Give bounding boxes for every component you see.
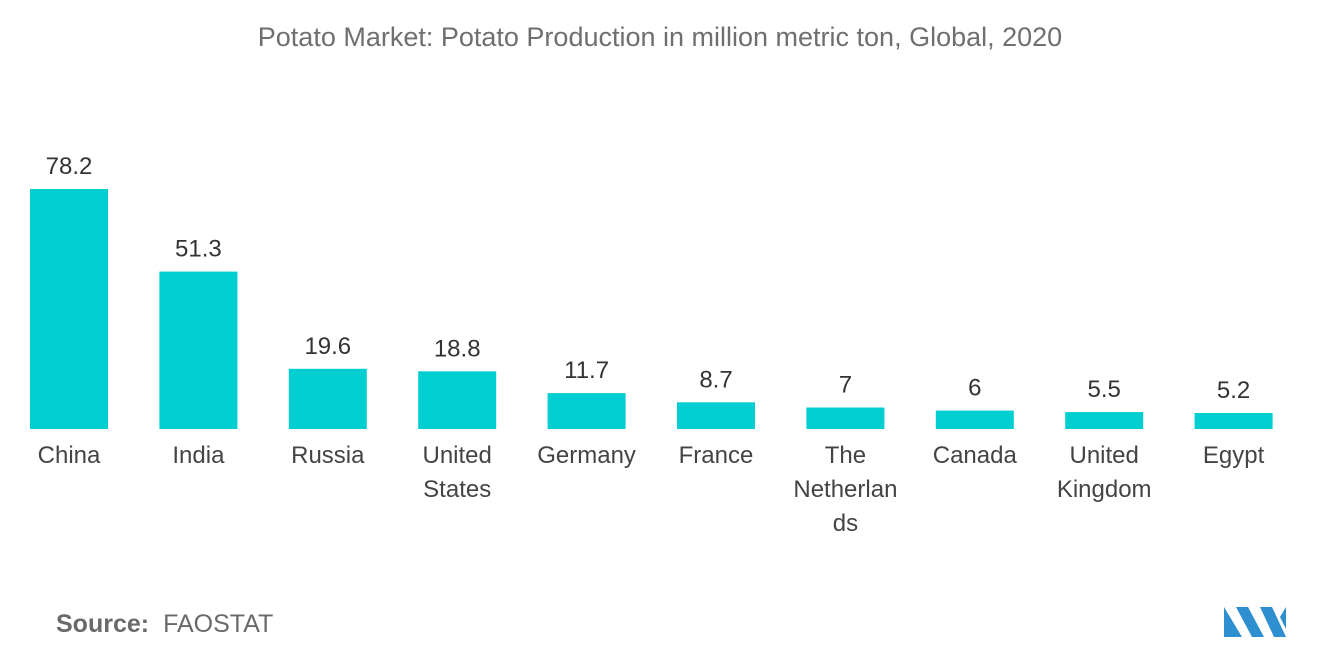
data-label: 19.6 xyxy=(304,333,351,360)
data-label: 5.2 xyxy=(1217,377,1250,404)
category-label: Canada xyxy=(933,442,1018,469)
category-label-line: United xyxy=(423,442,492,469)
category-label-line: The xyxy=(825,442,866,469)
category-label-line: France xyxy=(679,442,754,469)
data-label: 18.8 xyxy=(434,335,481,362)
category-label-line: Netherlan xyxy=(793,476,897,503)
bar-chart: 78.2 China 51.3 India 19.6 Russia 18.8 United St… xyxy=(30,153,1273,537)
category-label-line: Canada xyxy=(933,442,1018,469)
category-label: United States xyxy=(423,442,492,503)
category-label-line: Kingdom xyxy=(1057,476,1152,503)
source-note: Source: FAOSTAT xyxy=(56,610,273,639)
bar xyxy=(677,402,755,429)
bar xyxy=(806,407,885,429)
category-label-line: India xyxy=(172,442,225,469)
category-label-line: Russia xyxy=(291,442,365,469)
bar xyxy=(418,371,497,429)
category-label: Egypt xyxy=(1203,442,1265,469)
bar xyxy=(1065,412,1144,429)
data-label: 78.2 xyxy=(46,153,93,180)
source-value: FAOSTAT xyxy=(163,610,274,638)
data-label: 51.3 xyxy=(175,236,222,263)
category-label-line: Germany xyxy=(537,442,636,469)
category-label: China xyxy=(38,442,101,469)
bar xyxy=(159,271,238,429)
category-label-line: ds xyxy=(833,510,858,537)
category-label: India xyxy=(172,442,225,469)
data-label: 8.7 xyxy=(699,366,732,393)
category-label: United Kingdom xyxy=(1057,442,1152,503)
category-label: Germany xyxy=(537,442,636,469)
category-label: Russia xyxy=(291,442,365,469)
data-label: 7 xyxy=(839,372,852,399)
brand-logo-icon xyxy=(1224,607,1286,637)
bar xyxy=(935,410,1014,429)
category-label: The Netherlan ds xyxy=(793,442,897,537)
bar xyxy=(288,368,367,429)
category-label-line: States xyxy=(423,476,491,503)
category-label-line: China xyxy=(38,442,101,469)
category-label: France xyxy=(679,442,754,469)
data-label: 5.5 xyxy=(1088,376,1121,403)
data-label: 6 xyxy=(968,375,981,402)
chart-title: Potato Market: Potato Production in mill… xyxy=(257,22,1063,52)
data-label: 11.7 xyxy=(564,357,609,384)
bar xyxy=(30,189,108,429)
source-label: Source: xyxy=(56,610,150,638)
bar xyxy=(1194,413,1273,429)
category-label-line: United xyxy=(1070,442,1139,469)
category-label-line: Egypt xyxy=(1203,442,1265,469)
bar xyxy=(547,393,626,429)
